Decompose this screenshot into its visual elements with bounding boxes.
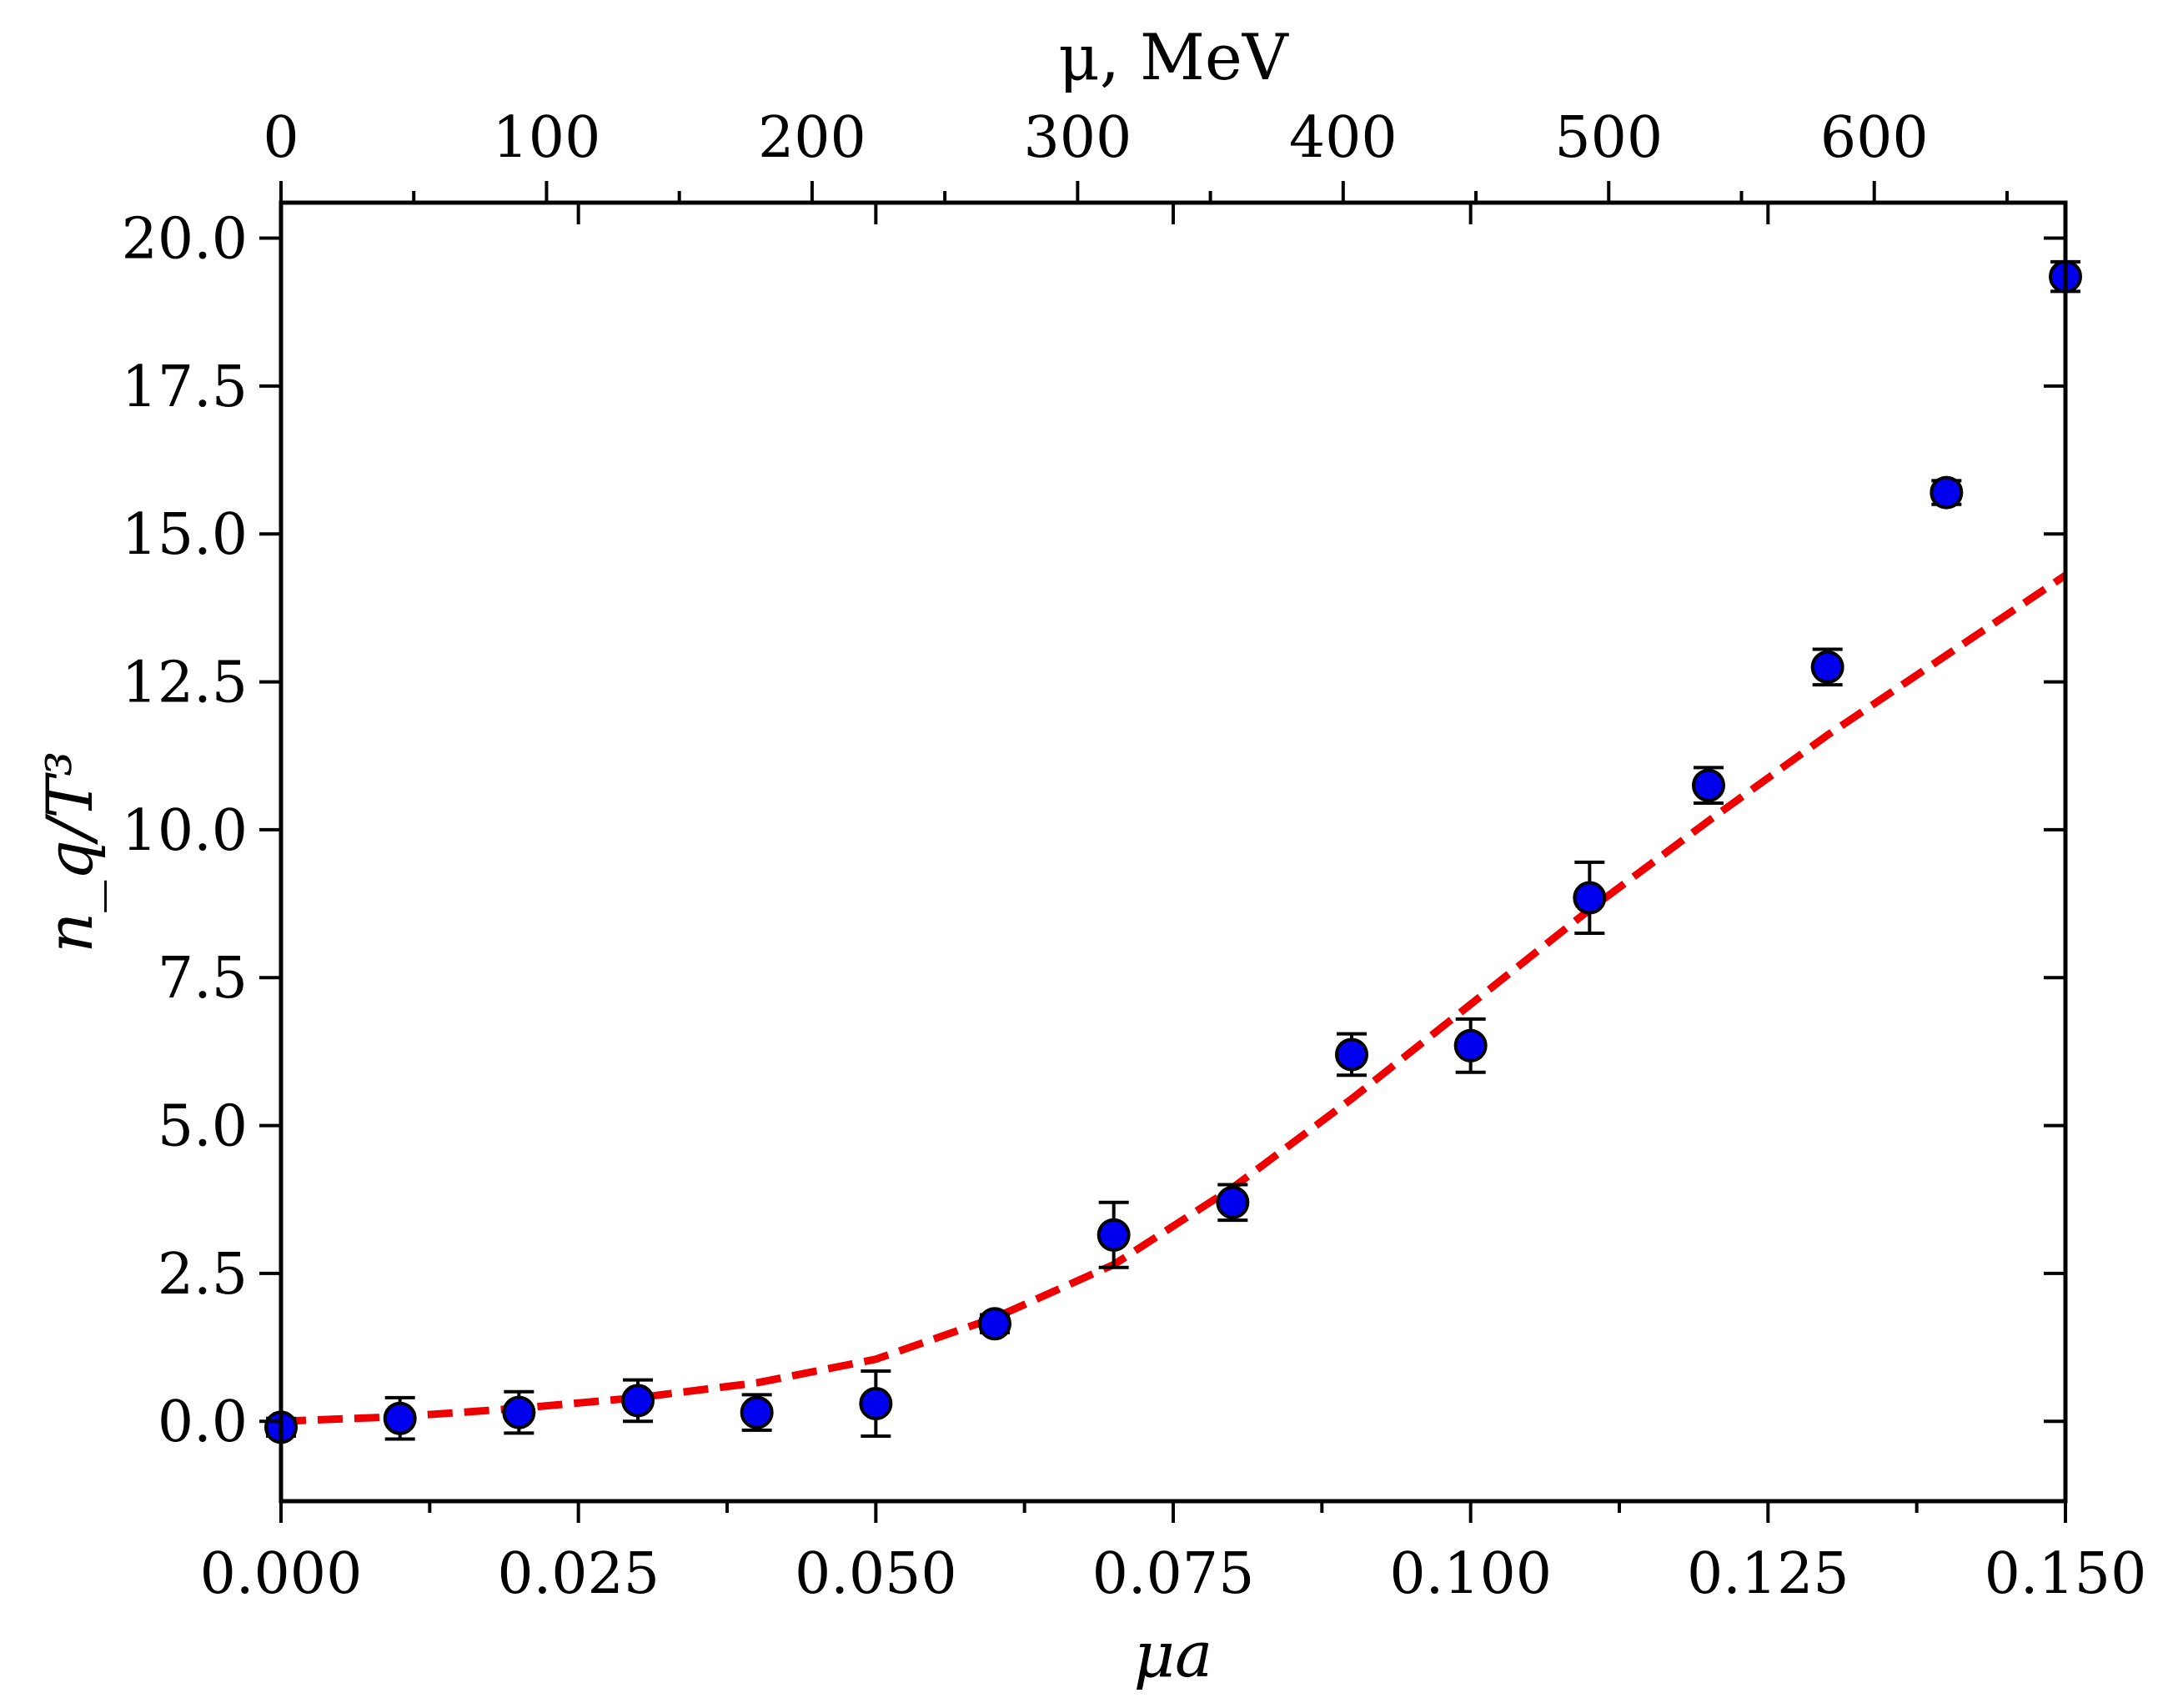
x-tick-label: 0.000: [200, 1541, 363, 1607]
top-tick-label: 500: [1554, 105, 1663, 171]
top-tick-label: 300: [1023, 105, 1132, 171]
data-points-layer: [264, 259, 2082, 1444]
top-axis-label: μ, MeV: [1058, 20, 1289, 94]
y-tick-label: 7.5: [158, 946, 248, 1012]
top-tick-label: 200: [758, 105, 866, 171]
data-point: [1453, 1028, 1488, 1062]
y-tick-label: 17.5: [122, 354, 248, 420]
data-point: [1573, 881, 1607, 915]
fit-curve-layer: [280, 572, 2068, 1425]
y-tick-label: 20.0: [122, 207, 248, 273]
data-point: [740, 1395, 774, 1429]
data-point: [1335, 1037, 1368, 1072]
data-point: [621, 1384, 655, 1418]
y-tick-label: 0.0: [158, 1389, 248, 1455]
x-tick-label: 0.125: [1687, 1541, 1849, 1607]
y-tick-label: 5.0: [158, 1094, 248, 1160]
x-tick-label: 0.075: [1092, 1541, 1255, 1607]
y-tick-label: 2.5: [158, 1242, 248, 1308]
top-tick-label: 100: [493, 105, 601, 171]
y-tick-label: 12.5: [122, 651, 248, 716]
x-tick-label: 0.050: [795, 1541, 957, 1607]
fit-curve-line: [280, 572, 2068, 1425]
data-point: [978, 1307, 1011, 1341]
x-tick-label: 0.150: [1985, 1541, 2147, 1607]
data-point: [1810, 650, 1844, 684]
x-tick-label: 0.025: [497, 1541, 660, 1607]
data-point: [502, 1395, 536, 1429]
data-point: [383, 1401, 417, 1435]
x-axis-label: μa: [1134, 1617, 1213, 1691]
data-point: [1216, 1185, 1250, 1219]
top-tick-label: 400: [1289, 105, 1398, 171]
top-tick-label: 0: [263, 105, 299, 171]
data-point: [859, 1386, 893, 1420]
data-point: [1692, 768, 1725, 802]
y-tick-label: 15.0: [122, 502, 248, 568]
data-point: [1097, 1218, 1131, 1252]
x-tick-label: 0.100: [1389, 1541, 1552, 1607]
top-tick-label: 600: [1820, 105, 1929, 171]
y-axis-label: n_q/T³: [33, 751, 107, 952]
y-tick-label: 10.0: [122, 798, 248, 864]
ticks-layer: 0.000 0.025 0.050 0.075 0.100 0.125 0.150 0 100 2…: [122, 105, 2147, 1607]
data-point: [1930, 475, 1964, 510]
plot-frame: [279, 200, 2068, 1504]
